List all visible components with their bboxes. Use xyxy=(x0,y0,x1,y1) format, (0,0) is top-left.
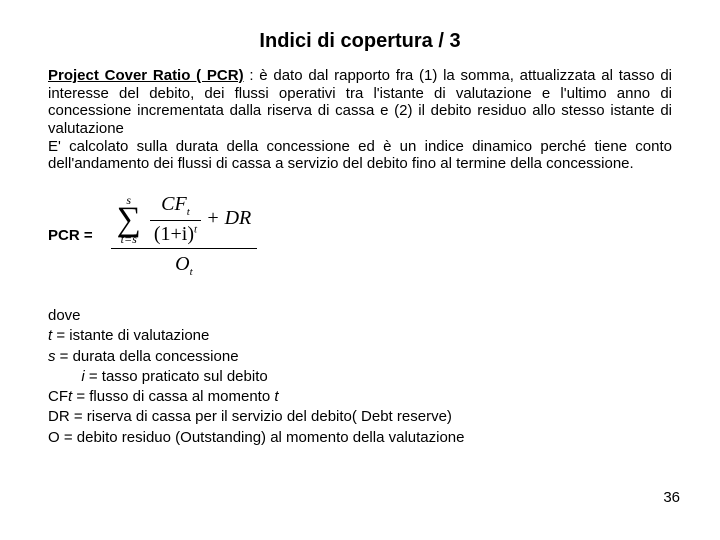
legend-s: s xyxy=(48,348,56,365)
legend-cf: CF xyxy=(48,388,68,405)
legend-cf-text: = flusso di cassa al momento xyxy=(72,388,274,405)
o-symbol: O xyxy=(175,253,189,275)
formula-row: PCR = s ∑ t=s CFt (1+i)t + DR Ot xyxy=(48,193,672,278)
o-sub: t xyxy=(190,266,193,278)
legend-o: O = debito residuo (Outstanding) al mome… xyxy=(48,429,465,446)
page-number: 36 xyxy=(663,489,680,506)
cf-sub: t xyxy=(187,206,190,218)
cf-symbol: CF xyxy=(161,193,187,215)
legend-dr: DR = riserva di cassa per il servizio de… xyxy=(48,408,452,425)
legend-s-text: = durata della concessione xyxy=(56,348,239,365)
paragraph-1: Project Cover Ratio ( PCR) : è dato dal … xyxy=(48,67,672,173)
legend-i-text: = tasso praticato sul debito xyxy=(85,368,268,385)
legend-t-text: = istante di valutazione xyxy=(52,327,209,344)
exp-t: t xyxy=(194,223,197,235)
plus-dr: + DR xyxy=(206,207,251,229)
one-plus-i: (1+i) xyxy=(154,223,194,245)
para2-text: E' calcolato sulla durata della concessi… xyxy=(48,138,672,173)
dove-label: dove xyxy=(48,307,81,324)
legend-block: dove t = istante di valutazione s = dura… xyxy=(48,306,672,448)
label-pcr: Project Cover Ratio ( PCR) xyxy=(48,67,244,84)
legend-cf-tail: t xyxy=(274,388,278,405)
pcr-formula: s ∑ t=s CFt (1+i)t + DR Ot xyxy=(111,193,258,278)
indent xyxy=(48,368,81,385)
pcr-equals-label: PCR = xyxy=(48,227,93,244)
sigma-icon: ∑ xyxy=(117,206,141,233)
page-title: Indici di copertura / 3 xyxy=(48,30,672,53)
